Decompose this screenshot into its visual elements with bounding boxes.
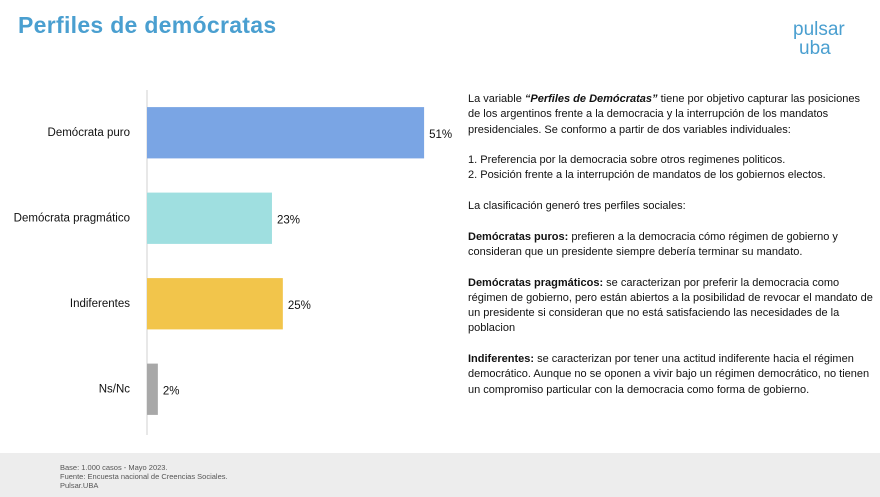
bar [147,363,158,415]
profile: Indiferentes: se caracterizan por tener … [468,352,873,398]
footer: Base: 1.000 casos - Mayo 2023. Fuente: E… [0,453,880,497]
text: La variable [468,93,525,105]
profile: Demócratas puros: prefieren a la democra… [468,230,873,261]
term: Demócratas pragmáticos: [468,276,604,289]
footer-line: Fuente: Encuesta nacional de Creencias S… [60,472,228,481]
bar [147,107,425,159]
value-label: 25% [288,300,311,312]
list-item: 1. Preferencia por la democracia sobre o… [468,154,786,167]
bar [147,278,283,330]
term: Indiferentes: [468,353,535,366]
footer-line: Base: 1.000 casos - Mayo 2023. [60,463,168,472]
category-label: Ns/Nc [99,383,131,395]
value-label: 23% [277,214,300,226]
title: Perfiles de demócratas [18,12,277,38]
list-item: 2. Posición frente a la interrupción de … [468,169,826,182]
text: tiene por objetivo capturar las posicion… [468,93,860,136]
value-label: 51% [429,129,452,141]
text: prefieren a la democracia cómo régimen d… [468,230,838,258]
category-label: Demócrata puro [48,127,130,139]
logo: pulsar uba [793,20,845,58]
description: La variable “Perfiles de Demócratas” tie… [468,92,873,413]
chart: Demócrata puro 51% Demócrata pragmático 23%… [14,90,452,435]
category-label: Demócrata pragmático [14,212,130,224]
text: se caracterizan por preferir la democrac… [468,276,873,335]
text: se caracterizan por tener una actitud in… [468,353,870,396]
intro: La variable “Perfiles de Demócratas” tie… [468,92,873,138]
classification: La clasificación generó tres perfiles so… [468,200,686,213]
bar [147,192,272,244]
value-label: 2% [163,385,180,397]
list: 1. Preferencia por la democracia sobre o… [468,153,873,184]
emphasis: “Perfiles de Demócratas” [524,93,658,105]
logo-line: uba [799,38,831,59]
term: Demócratas puros: [468,230,569,243]
footer-line: Pulsar.UBA [60,481,99,490]
profile: Demócratas pragmáticos: se caracterizan … [468,276,873,337]
category-label: Indiferentes [70,298,130,310]
logo-line: pulsar [793,19,845,40]
